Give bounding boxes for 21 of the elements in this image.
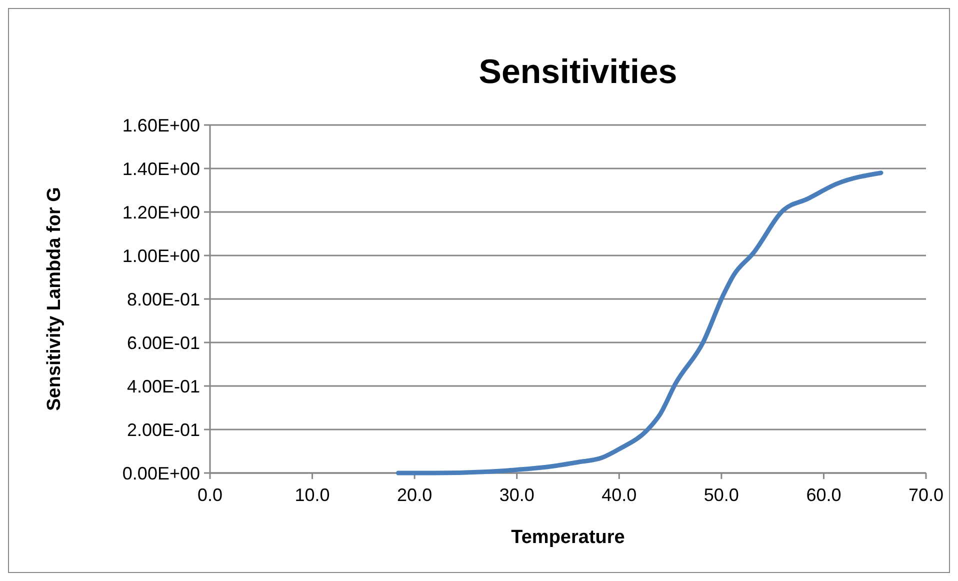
y-tick-label: 4.00E-01 <box>126 376 200 396</box>
x-tick-label: 0.0 <box>197 485 223 505</box>
x-tick-label: 20.0 <box>397 485 432 505</box>
x-tick-label: 30.0 <box>499 485 534 505</box>
y-tick-label: 1.40E+00 <box>122 158 200 179</box>
y-tick-label: 8.00E-01 <box>126 289 200 310</box>
y-tick-label: 2.00E-01 <box>126 420 200 440</box>
x-tick-label: 40.0 <box>602 485 637 505</box>
x-tick-label: 50.0 <box>704 485 739 505</box>
y-axis-title: Sensitivity Lambda for G <box>44 187 65 411</box>
x-tick-label: 60.0 <box>806 485 842 505</box>
line-series <box>396 170 884 476</box>
x-tick-label: 70.0 <box>908 485 944 505</box>
y-tick-label: 1.20E+00 <box>122 202 200 222</box>
chart-title: Sensitivities <box>478 53 678 91</box>
x-axis-title: Temperature <box>511 527 625 548</box>
y-tick-label: 6.00E-01 <box>126 332 200 353</box>
y-tick-label: 1.60E+00 <box>122 115 200 136</box>
y-tick-label: 1.00E+00 <box>122 246 200 266</box>
x-tick-label: 10.0 <box>294 485 330 505</box>
y-tick-label: 0.00E+00 <box>122 463 200 484</box>
